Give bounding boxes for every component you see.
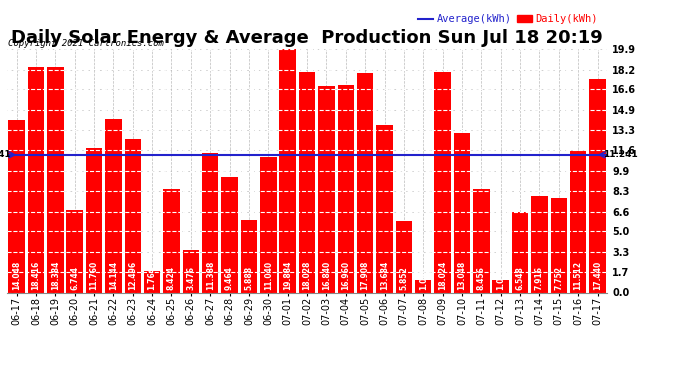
Bar: [589, 79, 606, 292]
Bar: [8, 120, 25, 292]
Bar: [551, 198, 567, 292]
Text: 8.456: 8.456: [477, 266, 486, 290]
Text: 11.040: 11.040: [264, 261, 273, 290]
Bar: [105, 119, 121, 292]
Text: 1.060: 1.060: [419, 266, 428, 290]
Text: 11.241: 11.241: [0, 150, 11, 159]
Text: 6.548: 6.548: [515, 266, 524, 290]
Bar: [318, 86, 335, 292]
Bar: [493, 280, 509, 292]
Text: 5.888: 5.888: [244, 266, 253, 290]
Bar: [415, 279, 431, 292]
Text: 1.016: 1.016: [496, 266, 505, 290]
Text: 17.908: 17.908: [361, 261, 370, 290]
Bar: [299, 72, 315, 292]
Text: 14.144: 14.144: [109, 261, 118, 290]
Text: 6.744: 6.744: [70, 266, 79, 290]
Bar: [337, 85, 354, 292]
Bar: [28, 67, 44, 292]
Text: 9.464: 9.464: [225, 266, 234, 290]
Bar: [124, 140, 141, 292]
Text: Copyright 2021 Cartronics.com: Copyright 2021 Cartronics.com: [8, 39, 164, 48]
Text: 16.840: 16.840: [322, 261, 331, 290]
Bar: [473, 189, 490, 292]
Bar: [183, 250, 199, 292]
Title: Daily Solar Energy & Average  Production Sun Jul 18 20:19: Daily Solar Energy & Average Production …: [11, 29, 603, 47]
Text: 13.048: 13.048: [457, 261, 466, 290]
Text: 16.960: 16.960: [342, 261, 351, 290]
Bar: [202, 153, 219, 292]
Bar: [454, 133, 470, 292]
Bar: [241, 220, 257, 292]
Text: 5.852: 5.852: [400, 266, 408, 290]
Bar: [512, 212, 529, 292]
Text: 11.241: 11.241: [603, 150, 638, 159]
Text: 12.496: 12.496: [128, 261, 137, 290]
Bar: [144, 271, 160, 292]
Text: 7.752: 7.752: [554, 266, 563, 290]
Bar: [376, 125, 393, 292]
Text: 18.024: 18.024: [438, 261, 447, 290]
Bar: [531, 195, 548, 292]
Bar: [279, 49, 296, 292]
Text: 11.760: 11.760: [90, 261, 99, 290]
Text: 11.512: 11.512: [573, 261, 582, 290]
Bar: [357, 73, 373, 292]
Bar: [66, 210, 83, 292]
Text: 3.476: 3.476: [186, 266, 195, 290]
Bar: [221, 177, 238, 292]
Bar: [395, 221, 412, 292]
Text: 18.384: 18.384: [51, 261, 60, 290]
Bar: [47, 68, 63, 292]
Text: 11.388: 11.388: [206, 261, 215, 290]
Bar: [164, 189, 179, 292]
Text: 17.440: 17.440: [593, 261, 602, 290]
Text: 19.884: 19.884: [283, 261, 292, 290]
Bar: [570, 152, 586, 292]
Bar: [435, 72, 451, 292]
Bar: [86, 148, 102, 292]
Text: 18.028: 18.028: [302, 261, 312, 290]
Legend: Average(kWh), Daily(kWh): Average(kWh), Daily(kWh): [413, 10, 602, 28]
Text: 7.916: 7.916: [535, 266, 544, 290]
Text: 14.048: 14.048: [12, 261, 21, 290]
Text: 13.684: 13.684: [380, 261, 389, 290]
Bar: [260, 157, 277, 292]
Text: 8.424: 8.424: [167, 266, 176, 290]
Text: 1.764: 1.764: [148, 266, 157, 290]
Text: 18.416: 18.416: [32, 261, 41, 290]
